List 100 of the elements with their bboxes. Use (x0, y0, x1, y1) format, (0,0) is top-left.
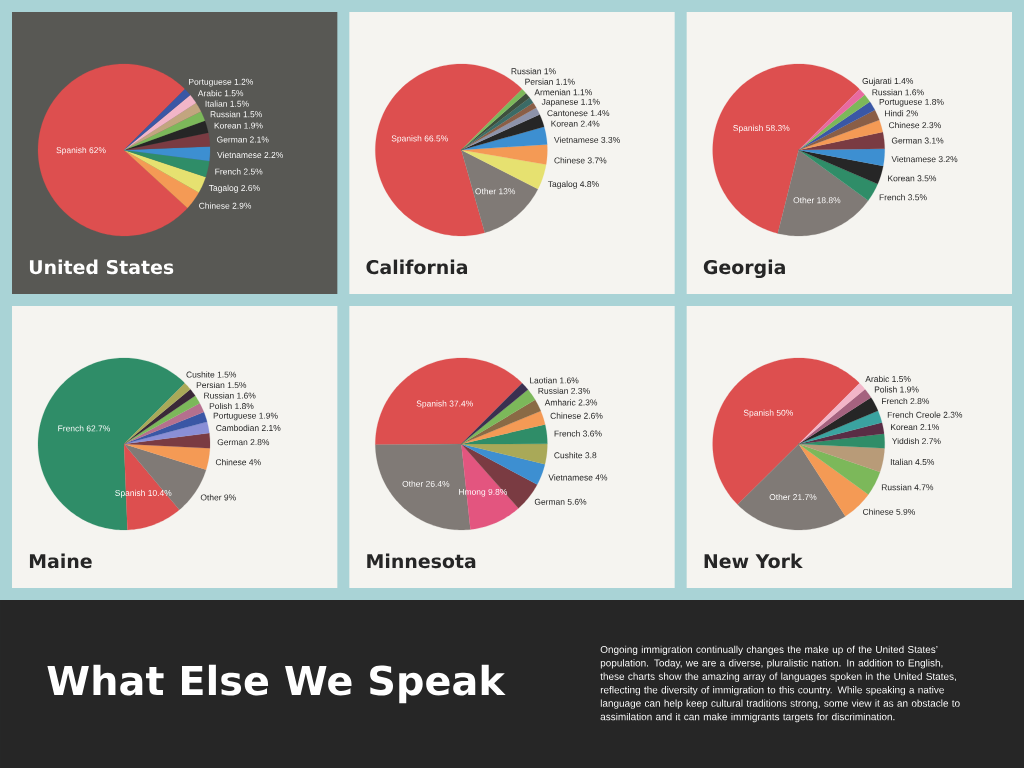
slice-label: Vietnamese (554, 136, 599, 143)
data-label: 2.1% (920, 424, 940, 431)
slice-label: Italian (890, 458, 913, 466)
data-label: 1.6% (237, 392, 256, 399)
slice-label: German (534, 498, 565, 505)
data-label: 2.1% (249, 136, 269, 143)
slice-label: Spanish (416, 400, 447, 409)
data-label: 2.5% (243, 168, 263, 175)
slice-label: Cushite (186, 371, 215, 378)
data-label: 1.5% (217, 371, 237, 378)
data-label: 1.9% (259, 412, 278, 419)
slice-label: French (215, 168, 241, 175)
slice-label: Japanese (541, 98, 578, 107)
slice-label: Armenian (534, 89, 571, 96)
data-label: 1% (544, 68, 556, 75)
slice-label: French (882, 397, 908, 405)
data-label: 1.9% (900, 386, 919, 393)
data-label: 50% (776, 409, 793, 416)
data-label: 18.8% (817, 197, 841, 204)
slice-label: Persian (196, 381, 225, 389)
slice-label: Korean (214, 122, 241, 129)
text: California (366, 259, 468, 275)
data-label: 1.8% (925, 98, 944, 105)
slice-label: Other (769, 493, 791, 501)
slice-label: German (217, 136, 247, 143)
slice-label: French (554, 430, 580, 437)
slice-label: Spanish (733, 124, 763, 133)
data-label: 2.3% (943, 411, 963, 418)
slice-label: Russian (511, 68, 541, 75)
slice-label: Chinese (862, 508, 894, 515)
data-label: 4.8% (579, 181, 599, 188)
data-label: 3.1% (924, 137, 944, 144)
text: Ongoing immigration continually changes the make up of the United States’ population. Today, we are a diverse, pluralistic nation. In addition to English, these charts show the amazing array of languages spoken in the United States, reflecting the diversity of immigration to this country. While speaking a native language can help keep cultural traditions strong, some view it as an obstacle to assimilation and it can make immigrants targets for discrimination. (600, 645, 960, 723)
data-label: 3.3% (601, 136, 620, 143)
slice-label: Russian (872, 89, 902, 96)
slice-label: Spanish (56, 146, 87, 155)
data-label: 1.5% (892, 376, 911, 382)
data-label: 1.1% (556, 78, 575, 85)
data-label: 58.3% (766, 125, 790, 132)
slice-label: Cushite (554, 452, 583, 459)
text: Georgia (703, 259, 785, 279)
data-label: 3.2% (938, 156, 958, 163)
data-label: 2.3% (578, 399, 598, 406)
slice-label: German (891, 137, 922, 144)
slice-label: Korean (891, 424, 918, 431)
slice-label: Other (475, 188, 496, 195)
data-label: 5.9% (896, 508, 915, 515)
data-label: 3.8 (585, 452, 597, 459)
data-label: 3.7% (587, 157, 607, 164)
slice-label: Spanish (743, 409, 774, 418)
slice-label: Arabic (865, 375, 890, 382)
slice-label: French (879, 194, 905, 201)
data-label: 1.4% (590, 110, 610, 117)
slice-label: French (58, 425, 84, 432)
slice-label: Vietnamese (891, 155, 936, 163)
data-label: 1.9% (244, 122, 263, 129)
slice-label: Polish (209, 402, 232, 410)
data-label: 2.2% (264, 152, 283, 158)
slice-label: Cantonese (547, 110, 588, 117)
slice-label: Other (793, 196, 815, 204)
slice-label: Hindi (885, 110, 904, 117)
slice-label: Arabic (197, 90, 222, 97)
data-label: 3.6% (582, 430, 602, 437)
data-label: 5.6% (567, 498, 587, 505)
slice-label: German (217, 439, 248, 446)
data-label: 1.8% (235, 403, 254, 410)
slice-label: French Creole (887, 411, 941, 418)
data-label: 4.7% (914, 484, 934, 491)
data-label: 1.5% (224, 90, 244, 97)
slice-label: Chinese (550, 412, 581, 419)
data-label: 1.5% (243, 111, 262, 118)
data-label: 62% (89, 147, 106, 154)
data-label: 4% (595, 474, 608, 481)
data-label: 2.8% (910, 398, 930, 405)
data-label: 66.5% (424, 135, 448, 142)
slice-label: Other (200, 494, 222, 501)
data-label: 2.7% (922, 438, 941, 445)
data-label: 2.4% (580, 120, 600, 127)
data-label: 10.4% (148, 489, 172, 496)
data-label: 9% (224, 494, 236, 501)
text: United States (29, 259, 174, 275)
slice-label: Laotian (529, 377, 557, 384)
slice-label: Other (402, 480, 424, 487)
data-label: 2.1% (261, 424, 281, 431)
data-label: 2.6% (241, 185, 260, 191)
slice-label: Polish (874, 386, 897, 393)
data-label: 2% (906, 110, 918, 117)
slice-label: Russian (538, 387, 568, 394)
data-label: 4.5% (915, 459, 935, 466)
text: Maine (29, 553, 92, 569)
slice-label: Vietnamese (548, 474, 593, 481)
data-label: 1.5% (227, 382, 247, 389)
data-label: 2.6% (583, 412, 603, 419)
slice-label: Chinese (215, 458, 247, 466)
slice-label: Korean (551, 120, 578, 127)
slice-label: Chinese (888, 121, 920, 129)
slice-label: Portuguese (879, 98, 922, 107)
slice-label: Italian (205, 100, 227, 107)
data-label: 37.4% (449, 400, 473, 407)
text: New York (704, 553, 803, 569)
